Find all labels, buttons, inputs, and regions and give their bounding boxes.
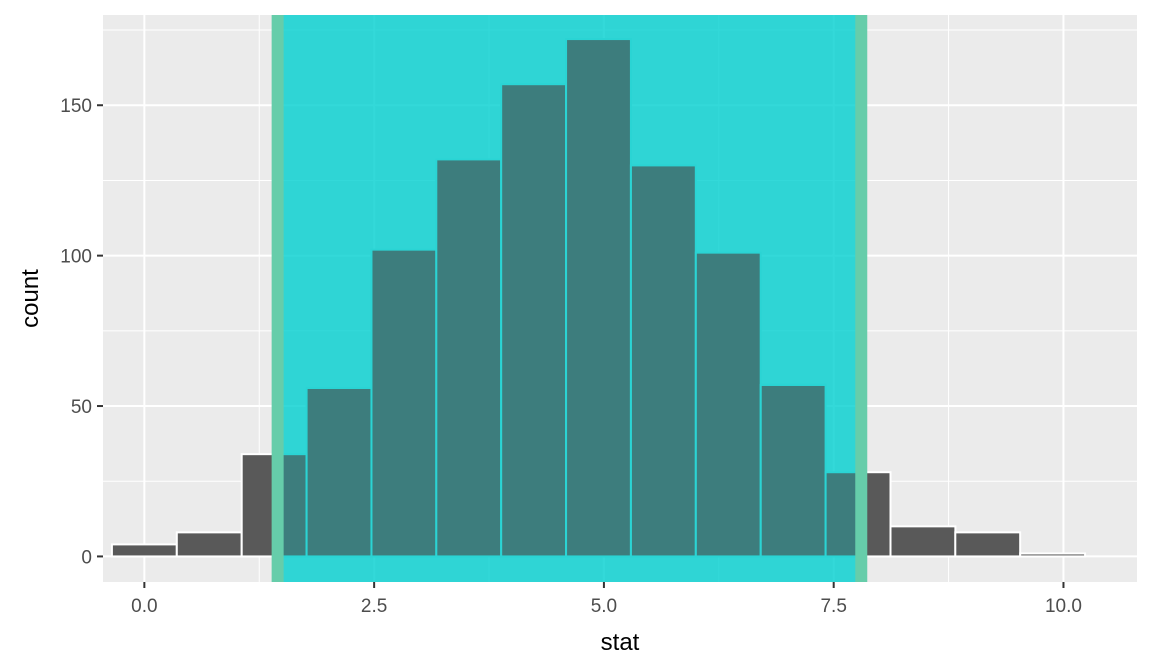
histogram-bar-shaded <box>370 248 438 558</box>
histogram-bar <box>110 543 178 558</box>
y-tick-label: 50 <box>71 397 92 418</box>
histogram-bar <box>954 531 1022 558</box>
histogram-bar <box>175 531 243 558</box>
histogram-bar <box>1019 552 1087 558</box>
histogram-bar-shaded <box>694 251 762 558</box>
y-tick-label: 0 <box>81 547 92 568</box>
interval-bounds <box>271 15 868 582</box>
histogram-bar-shaded <box>305 386 373 558</box>
histogram-bar-shaded <box>565 38 632 558</box>
y-tick-label: 100 <box>60 247 92 268</box>
x-tick-label: 5.0 <box>591 596 617 617</box>
y-axis-ticks: 0 50 100 150 <box>60 96 103 568</box>
histogram-bar-shaded <box>759 383 827 558</box>
histogram-bar-shaded <box>435 158 503 558</box>
histogram-bar-shaded <box>629 164 697 558</box>
x-axis-ticks: 0.0 2.5 5.0 7.5 10.0 <box>131 582 1082 617</box>
x-tick-label: 7.5 <box>820 596 846 617</box>
histogram-bars-shaded <box>276 38 863 558</box>
x-axis-title: stat <box>601 629 640 656</box>
histogram-bar <box>889 525 957 558</box>
x-tick-label: 10.0 <box>1045 596 1082 617</box>
y-axis-title: count <box>17 269 44 328</box>
y-tick-label: 150 <box>60 96 92 117</box>
histogram-bar-shaded <box>500 83 568 558</box>
x-tick-label: 0.0 <box>131 596 157 617</box>
x-tick-label: 2.5 <box>361 596 387 617</box>
